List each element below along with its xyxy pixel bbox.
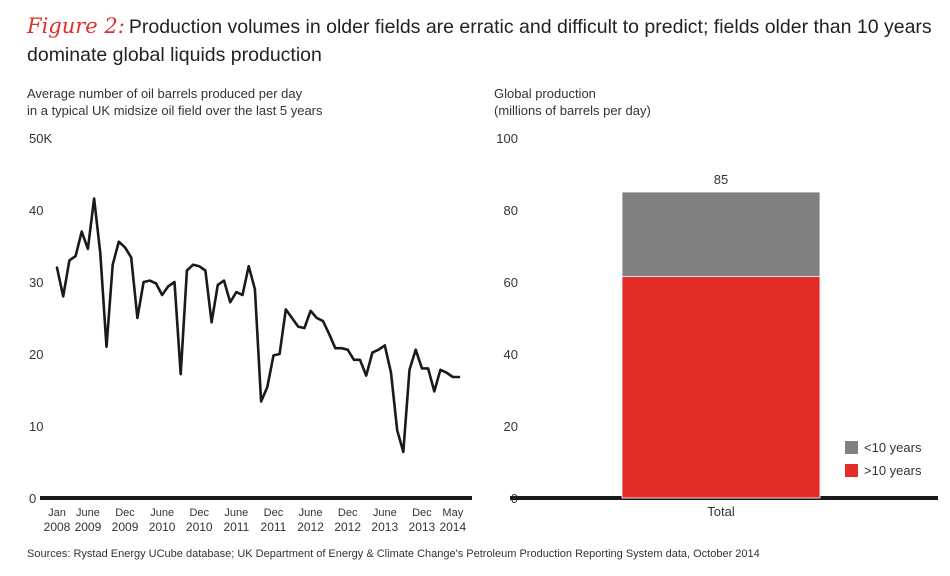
bar-y-tick-label: 60 <box>504 275 518 290</box>
line-x-tick-year: 2008 <box>44 520 71 534</box>
legend-label: <10 years <box>864 440 922 455</box>
line-y-tick-label: 50K <box>29 131 52 146</box>
line-x-tick-year: 2010 <box>149 520 176 534</box>
line-x-tick-year: 2009 <box>75 520 102 534</box>
line-x-tick-month: Dec <box>115 507 135 519</box>
line-y-tick-label: 30 <box>29 275 43 290</box>
figure-label: Figure 2: <box>27 14 125 38</box>
line-x-tick-month: Dec <box>338 507 358 519</box>
left-chart-subtitle: Average number of oil barrels produced p… <box>27 85 323 119</box>
line-x-tick-year: 2014 <box>439 520 466 534</box>
left-subtitle-line2: in a typical UK midsize oil field over t… <box>27 103 323 118</box>
bar-total-label: 85 <box>714 172 728 187</box>
line-x-tick-year: 2011 <box>261 520 287 534</box>
line-x-tick-month: June <box>224 507 248 519</box>
line-x-tick-month: June <box>76 507 100 519</box>
legend-label: >10 years <box>864 463 922 478</box>
line-x-tick-month: Jan <box>48 507 66 519</box>
line-x-tick-year: 2013 <box>409 520 436 534</box>
line-x-tick-month: Dec <box>412 507 432 519</box>
line-x-tick-year: 2013 <box>371 520 398 534</box>
right-subtitle-line2: (millions of barrels per day) <box>494 103 651 118</box>
line-x-tick-month: June <box>299 507 323 519</box>
bar-y-tick-label: 20 <box>504 419 518 434</box>
source-note: Sources: Rystad Energy UCube database; U… <box>27 548 760 560</box>
legend-swatch <box>845 464 858 477</box>
line-x-tick-year: 2009 <box>112 520 139 534</box>
bar-chart: 02040608010085Total<10 years>10 years <box>496 131 938 519</box>
bar-category-label: Total <box>707 504 735 519</box>
bar-y-tick-label: 40 <box>504 347 518 362</box>
line-y-tick-label: 0 <box>29 491 36 506</box>
line-x-tick-month: June <box>373 507 397 519</box>
line-x-tick-year: 2010 <box>186 520 213 534</box>
legend-swatch <box>845 441 858 454</box>
line-x-tick-month: Dec <box>189 507 209 519</box>
line-x-tick-month: Dec <box>264 507 284 519</box>
right-subtitle-line1: Global production <box>494 86 596 101</box>
figure-title: Figure 2: Production volumes in older fie… <box>27 12 942 69</box>
bar-segment-younger <box>621 191 821 277</box>
bar-segment-older <box>621 276 821 499</box>
production-line-series <box>55 197 461 454</box>
line-chart: 01020304050KJan2008June2009Dec2009June20… <box>29 131 472 534</box>
line-x-tick-year: 2012 <box>297 520 324 534</box>
line-x-tick-month: June <box>150 507 174 519</box>
line-y-tick-label: 40 <box>29 203 43 218</box>
right-chart-subtitle: Global production (millions of barrels p… <box>494 85 651 119</box>
line-x-tick-month: May <box>442 507 463 519</box>
bar-y-tick-label: 80 <box>504 203 518 218</box>
left-subtitle-line1: Average number of oil barrels produced p… <box>27 86 303 101</box>
line-x-tick-year: 2012 <box>334 520 361 534</box>
figure-title-text: Production volumes in older fields are e… <box>27 16 932 66</box>
line-y-tick-label: 10 <box>29 419 43 434</box>
bar-y-tick-label: 100 <box>496 131 518 146</box>
line-y-tick-label: 20 <box>29 347 43 362</box>
line-x-tick-year: 2011 <box>223 520 249 534</box>
